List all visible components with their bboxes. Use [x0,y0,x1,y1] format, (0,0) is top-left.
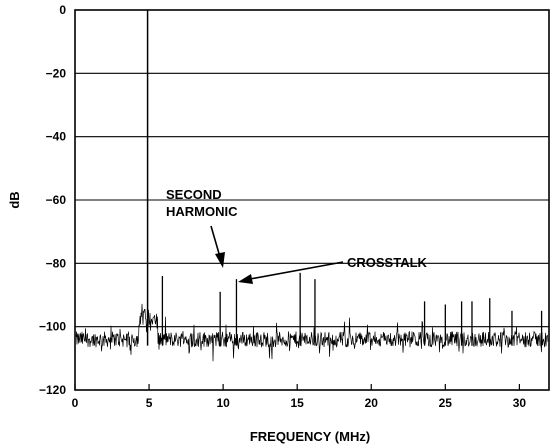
x-tick-label: 10 [216,396,230,410]
y-tick-label: −80 [46,256,67,270]
x-axis-label: FREQUENCY (MHz) [250,429,370,444]
x-tick-label: 30 [513,396,527,410]
y-tick-label: −120 [39,383,66,397]
x-tick-label: 0 [72,396,79,410]
annotation-crosstalk: CROSSTALK [238,255,428,284]
annotation-second-harmonic: SECOND HARMONIC [166,187,238,268]
series-line-noise-floor [75,303,549,362]
annotation-crosstalk-arrow-shaft [249,261,344,280]
annotation-second-harmonic-arrow-shaft [210,225,221,258]
spectral-peaks [146,10,543,346]
x-tick-label: 15 [291,396,305,410]
plot-frame [74,9,550,391]
y-tick-label: 0 [59,3,66,17]
y-tick-label: −20 [46,66,67,80]
annotation-crosstalk-arrowhead [238,274,253,284]
y-tick-label: −100 [39,320,66,334]
x-tick-label: 5 [146,396,153,410]
y-tick-labels: 0 −20 −40 −60 −80 −100 −120 [39,3,66,397]
y-tick-label: −60 [46,193,67,207]
x-tick-label: 25 [439,396,453,410]
annotation-second-label: SECOND [166,187,222,202]
annotation-harmonic-label: HARMONIC [166,204,238,219]
annotation-second-harmonic-arrowhead [215,252,225,268]
annotation-crosstalk-label: CROSSTALK [347,255,428,270]
y-tick-label: −40 [46,130,67,144]
x-tick-labels: 0 5 10 15 20 25 30 [72,396,527,410]
y-axis-label: dB [7,191,22,208]
x-tick-label: 20 [365,396,379,410]
